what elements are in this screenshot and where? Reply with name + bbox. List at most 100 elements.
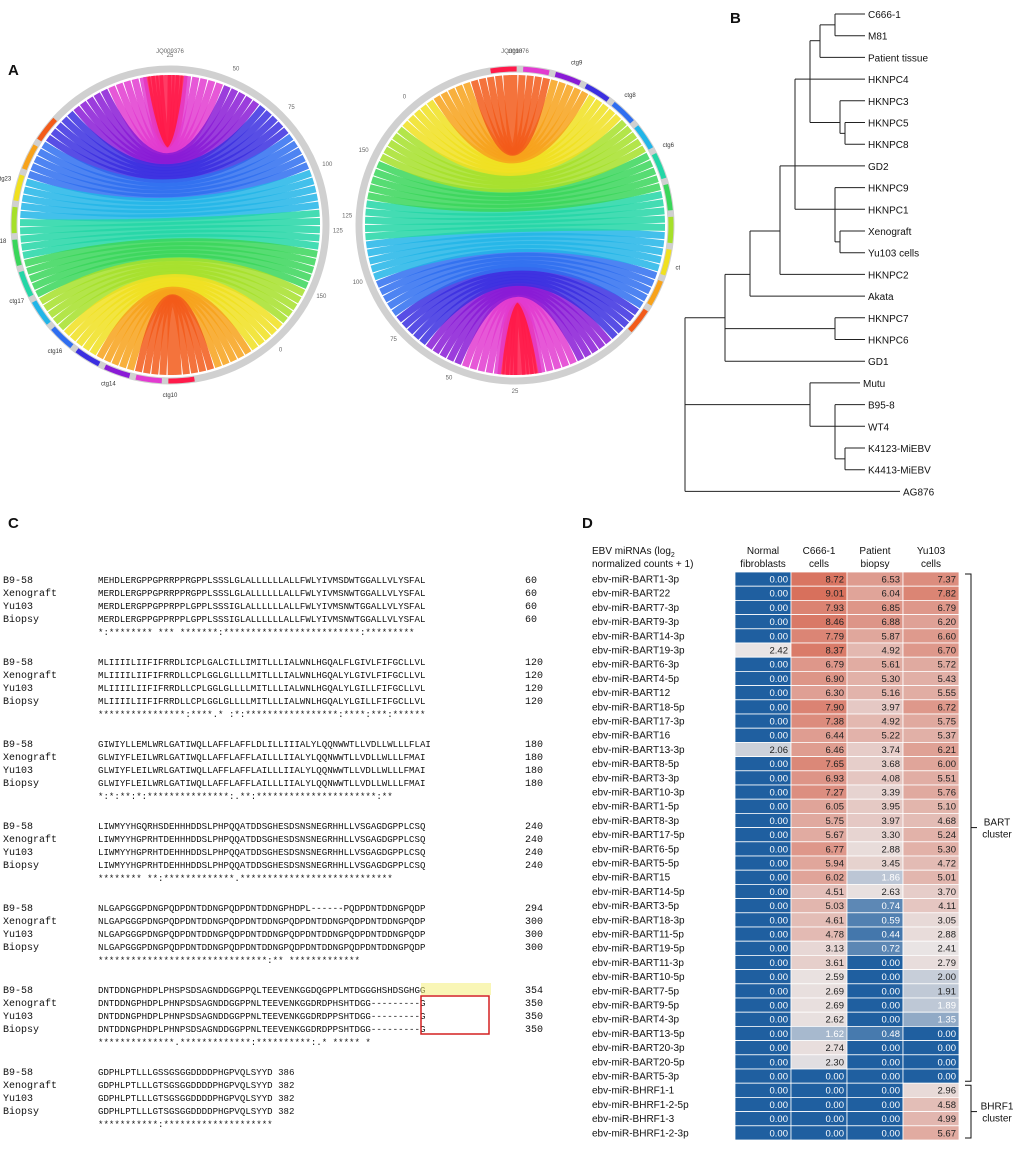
cell-value: 8.46 <box>826 617 845 628</box>
cell-value: 0.00 <box>770 773 789 784</box>
cell-value: 4.61 <box>826 915 845 926</box>
row-label: ebv-miR-BART17-3p <box>592 717 685 728</box>
cell-value: 4.78 <box>826 930 845 941</box>
sequence-residues: MEHDLERGPPGPRRPPRGPPLSSSLGLALLLLLLALLFWL… <box>98 575 425 586</box>
ribbon <box>365 223 666 241</box>
contig-label: ctg6 <box>663 143 675 149</box>
sequence-position: 240 <box>525 835 543 846</box>
cell-value: 6.72 <box>938 702 957 713</box>
tick-label: 125 <box>333 229 344 235</box>
contig-arc <box>651 153 667 180</box>
sequence-name: Biopsy <box>3 1106 39 1118</box>
sequence-position: 180 <box>525 779 543 790</box>
row-label: ebv-miR-BART7-3p <box>592 603 679 614</box>
cell-value: 0.00 <box>770 1114 789 1125</box>
sequence-name: Yu103 <box>3 930 33 941</box>
contig-arc <box>611 101 634 124</box>
row-label: ebv-miR-BART12 <box>592 688 671 699</box>
ribbon <box>26 242 317 275</box>
ribbon <box>37 140 298 190</box>
cell-value: 7.93 <box>826 603 845 614</box>
sequence-name: Xenograft <box>3 1080 57 1092</box>
cell-value: 5.16 <box>882 688 901 699</box>
cell-value: 6.46 <box>826 745 845 756</box>
sequence-position: 180 <box>525 766 543 777</box>
cell-value: 0.00 <box>826 1086 845 1097</box>
cell-value: 6.00 <box>938 759 957 770</box>
sequence-name: B9-58 <box>3 1068 33 1079</box>
tick-label: 150 <box>359 148 370 154</box>
contig-arc <box>647 279 663 306</box>
sequence-name: Yu103 <box>3 602 33 613</box>
ribbon <box>382 256 652 303</box>
contig-arc <box>37 117 58 142</box>
cell-value: 6.77 <box>826 844 845 855</box>
cell-value: 0.48 <box>882 1029 901 1040</box>
sequence-residues: GLWIYFLEILWRLGATIWQLLAFFLAFFLAILLLIIALYL… <box>98 778 425 789</box>
cell-value: 0.00 <box>770 788 789 799</box>
column-header-sub: fibroblasts <box>740 559 786 570</box>
sequence-residues: GDPHLPTLLLGTSGSGGDDDDPHGPVQLSYYD 382 <box>98 1080 294 1091</box>
cluster-label-sub: cluster <box>982 830 1012 841</box>
row-label: ebv-miR-BART13-5p <box>592 1029 685 1040</box>
panel-label-a: A <box>8 62 19 79</box>
tick-label: 75 <box>390 337 397 343</box>
row-label: ebv-miR-BART7-5p <box>592 986 679 997</box>
cell-value: 0.00 <box>770 901 789 912</box>
cell-value: 4.72 <box>938 859 957 870</box>
cell-value: 2.30 <box>826 1057 845 1068</box>
conservation-line: ******** **:*************.**************… <box>98 873 393 884</box>
cell-value: 0.00 <box>882 1072 901 1083</box>
ribbon <box>387 260 648 310</box>
sequence-name: B9-58 <box>3 740 33 751</box>
conservation-line: *******************************:** *****… <box>98 955 360 966</box>
alignment-block: B9-58 GDPHLPTLLLGSSGSGGDDDDPHGPVQLSYYD 38… <box>3 1067 294 1130</box>
contig-label: ctg10 <box>163 393 178 399</box>
cell-value: 2.59 <box>826 972 845 983</box>
cell-value: 0.44 <box>882 930 901 941</box>
cell-value: 2.96 <box>938 1086 957 1097</box>
cell-value: 3.45 <box>882 859 901 870</box>
sequence-name: Biopsy <box>3 1024 39 1036</box>
row-label: ebv-miR-BART9-3p <box>592 617 679 628</box>
ribbon <box>366 191 663 217</box>
ribbon <box>20 193 318 218</box>
row-label: ebv-miR-BHRF1-3 <box>592 1114 675 1125</box>
tree-leaf-label: WT4 <box>868 422 890 433</box>
contig-arc <box>168 376 195 384</box>
sequence-position: 294 <box>525 904 543 915</box>
contig-arc <box>523 66 550 76</box>
cell-value: 0.00 <box>770 859 789 870</box>
ribbon <box>364 215 666 233</box>
sequence-residues: LIWMYYHGPRHTDEHHHDDSLPHPQQATDDSGHESDSNSN… <box>98 860 426 871</box>
cell-value: 0.59 <box>882 915 901 926</box>
cell-value: 0.00 <box>826 1128 845 1139</box>
row-label: ebv-miR-BART8-5p <box>592 759 679 770</box>
tick-label: 50 <box>446 375 453 381</box>
cluster-label: BART <box>984 818 1011 829</box>
sequence-residues: NLGAPGGGPDNGPQDPDNTDDNGPQDPDNTDDNGPQDPDN… <box>98 942 425 953</box>
row-label: ebv-miR-BART14-3p <box>592 631 685 642</box>
cell-value: 6.88 <box>882 617 901 628</box>
tree-leaf-label: Yu103 cells <box>868 249 919 260</box>
cell-value: 0.00 <box>770 731 789 742</box>
sequence-name: Xenograft <box>3 752 57 764</box>
sequence-residues: MERDLERGPPGPRRPPRGPPLSSSLGLALLLLLLALLFWL… <box>98 588 425 599</box>
sequence-position: 300 <box>525 917 543 928</box>
contig-arc <box>634 125 654 150</box>
cell-value: 6.90 <box>826 674 845 685</box>
cell-value: 2.88 <box>938 930 957 941</box>
cell-value: 0.00 <box>770 589 789 600</box>
tree-leaf-label: HKNPC2 <box>868 270 909 281</box>
cell-value: 5.72 <box>938 660 957 671</box>
cell-value: 0.00 <box>770 802 789 813</box>
cell-value: 0.00 <box>770 631 789 642</box>
sequence-position: 120 <box>525 671 543 682</box>
tree-leaf-label: AG876 <box>903 487 935 498</box>
tree-leaf-label: HKNPC7 <box>868 314 909 325</box>
cell-value: 0.00 <box>770 958 789 969</box>
cell-value: 5.67 <box>938 1128 957 1139</box>
sequence-name: Yu103 <box>3 1012 33 1023</box>
sequence-position: 240 <box>525 822 543 833</box>
cell-value: 1.91 <box>938 986 957 997</box>
